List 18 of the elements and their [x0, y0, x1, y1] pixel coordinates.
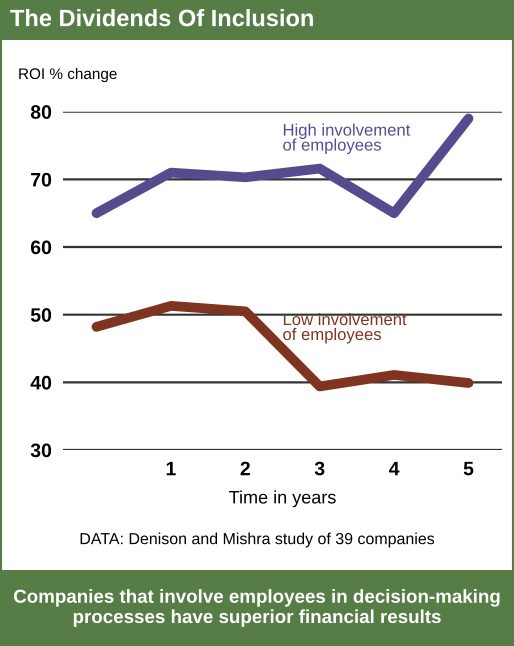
x-tick-label: 1 — [166, 462, 176, 476]
chart-title: The Dividends Of Inclusion — [10, 8, 313, 26]
y-tick-label: 30 — [30, 443, 52, 458]
y-tick-label: 60 — [30, 240, 52, 254]
x-tick-label: 2 — [240, 462, 250, 476]
text: Companies that involve employees in decision-making processes have superior financial results — [14, 589, 500, 627]
text: DATA: Denison and Mishra study of 39 companies — [80, 532, 434, 548]
y-tick-label: 80 — [30, 105, 52, 119]
x-axis-title: Time in years — [229, 490, 336, 508]
y-tick-label: 50 — [30, 308, 52, 322]
y-tick-label: 40 — [30, 376, 52, 390]
x-tick-label: 4 — [389, 462, 400, 476]
series-label: Low involvement of employees — [283, 312, 407, 344]
y-tick-label: 70 — [31, 172, 52, 187]
series-label: High involvement of employees — [283, 124, 410, 154]
x-tick-label: 5 — [464, 462, 474, 476]
y-axis-title: ROI % change — [19, 68, 117, 82]
x-tick-label: 3 — [314, 462, 324, 476]
